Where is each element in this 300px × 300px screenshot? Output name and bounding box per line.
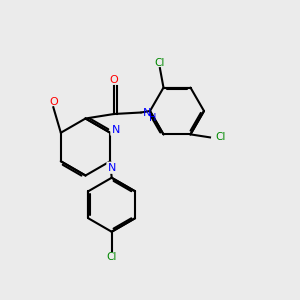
Text: Cl: Cl (215, 132, 226, 142)
Text: N: N (142, 107, 151, 118)
Text: N: N (107, 163, 116, 173)
Text: N: N (111, 125, 120, 135)
Text: O: O (49, 97, 58, 107)
Text: Cl: Cl (106, 252, 117, 262)
Text: O: O (110, 75, 118, 85)
Text: H: H (148, 113, 156, 123)
Text: Cl: Cl (155, 58, 165, 68)
